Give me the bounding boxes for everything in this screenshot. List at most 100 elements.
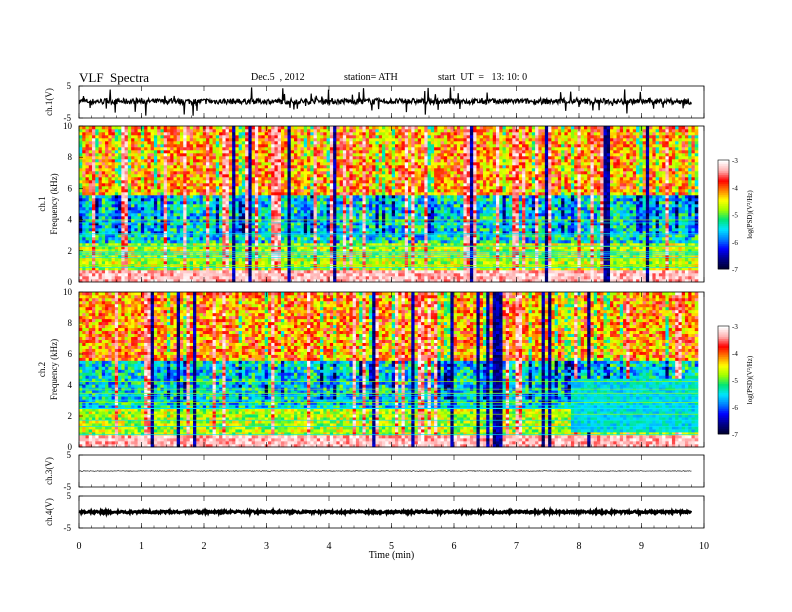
ch1-spectrogram-cell — [212, 171, 217, 175]
ch1-spectrogram-cell — [245, 267, 249, 271]
ch1-spectrogram-cell — [140, 141, 145, 145]
ch1-spectrogram-cell — [98, 177, 103, 181]
ch1-spectrogram-cell — [98, 195, 103, 199]
ch1-spectrogram-cell — [238, 270, 243, 274]
ch1-spectrogram-cell — [284, 186, 288, 190]
ch1-spectrogram-cell — [277, 183, 282, 187]
ch1-spectrogram-cell — [254, 249, 259, 253]
ch1-spectrogram-cell — [127, 219, 132, 223]
ch1-spectrogram-cell — [225, 273, 230, 277]
ch1-spectrogram-cell — [375, 279, 380, 283]
ch1-spectrogram-cell — [261, 261, 265, 265]
ch1-spectrogram-cell — [300, 150, 305, 154]
ch1-spectrogram-cell — [95, 267, 99, 271]
ch1-spectrogram-cell — [82, 180, 86, 184]
ch1-spectrogram-cell — [186, 144, 191, 148]
ch1-spectrogram-cell — [362, 147, 366, 151]
ch1-spectrogram-cell — [261, 213, 265, 217]
ch1-spectrogram-cell — [326, 210, 331, 214]
ch1-spectrogram-cell — [157, 138, 161, 142]
ch1-spectrogram-cell — [297, 228, 301, 232]
ch1-spectrogram-cell — [131, 276, 135, 280]
ch1-spectrogram-cell — [300, 156, 305, 160]
ch1-spectrogram-cell — [388, 276, 393, 280]
ch1-spectrogram-cell — [124, 210, 129, 214]
ch1-spectrogram-cell — [225, 198, 230, 202]
ch1-spectrogram-cell — [114, 153, 119, 157]
ch1-spectrogram-cell — [131, 180, 135, 184]
ch1-spectrogram-cell — [147, 141, 151, 145]
ch1-spectrogram-cell — [381, 204, 386, 208]
ch1-spectrogram-cell — [241, 267, 246, 271]
ch1-spectrogram-cell — [333, 198, 337, 202]
ch1-spectrogram-cell — [261, 228, 265, 232]
ch1-spectrogram-cell — [294, 165, 298, 169]
ch1-spectrogram-cell — [248, 165, 252, 169]
ch1-spectrogram-cell — [320, 201, 324, 205]
ch1-spectrogram-cell — [160, 237, 165, 241]
ch1-spectrogram-cell — [235, 138, 239, 142]
ch1-spectrogram-cell — [362, 210, 366, 214]
ch1-spectrogram-cell — [163, 246, 168, 250]
ch1-spectrogram-cell — [160, 180, 165, 184]
ch1-spectrogram-cell — [277, 270, 282, 274]
ch1-spectrogram-cell — [176, 168, 181, 172]
ch1-spectrogram-cell — [333, 261, 337, 265]
ch1-spectrogram-cell — [232, 159, 236, 163]
ch1-spectrogram-cell — [219, 135, 223, 139]
ch1-spectrogram-cell — [320, 198, 324, 202]
ch1-spectrogram-cell — [320, 207, 324, 211]
ch1-spectrogram-cell — [349, 147, 353, 151]
ch1-spectrogram-cell — [248, 177, 252, 181]
ch1-spectrogram-cell — [85, 165, 90, 169]
ch1-spectrogram-cell — [378, 174, 383, 178]
ch1-spectrogram-cell — [271, 261, 275, 265]
ch1-spectrogram-cell — [79, 153, 83, 157]
ch1-spectrogram-cell — [127, 249, 132, 253]
ch1-spectrogram-cell — [342, 210, 347, 214]
ch1-spectrogram-cell — [339, 222, 344, 226]
ch1-spectrogram-cell — [235, 201, 239, 205]
ch1-spectrogram-cell — [294, 195, 298, 199]
ch1-spectrogram-cell — [355, 165, 360, 169]
ch1-spectrogram-cell — [316, 267, 321, 271]
ch1-spectrogram-cell — [124, 219, 129, 223]
ch1-spectrogram-cell — [323, 150, 327, 154]
ch1-spectrogram-cell — [183, 276, 187, 280]
ch1-spectrogram-cell — [206, 168, 210, 172]
ch1-spectrogram-cell — [238, 144, 243, 148]
ch1-spectrogram-cell — [140, 162, 145, 166]
ch1-spectrogram-cell — [329, 174, 334, 178]
ch1-spectrogram-cell — [261, 135, 265, 139]
ch1-spectrogram-cell — [342, 228, 347, 232]
ch1-spectrogram-cell — [79, 162, 83, 166]
ch1-spectrogram-cell — [235, 204, 239, 208]
ch1-spectrogram-cell — [137, 156, 142, 160]
ch1-spectrogram-cell — [372, 225, 376, 229]
ch1-spectrogram-cell — [183, 138, 187, 142]
ch1-spectrogram-cell — [212, 279, 217, 283]
ch1-spectrogram-cell — [95, 162, 99, 166]
ch1-spectrogram-cell — [323, 276, 327, 280]
ch1-spectrogram-cell — [170, 252, 174, 256]
ch1-spectrogram-cell — [313, 180, 318, 184]
ch1-spectrogram-cell — [82, 186, 86, 190]
ch1-spectrogram-cell — [372, 273, 376, 277]
ch1-spectrogram-cell — [212, 261, 217, 265]
ch1-spectrogram-cell — [297, 129, 301, 133]
ch1-spectrogram-cell — [121, 261, 125, 265]
ch1-spectrogram-cell — [316, 231, 321, 235]
ch1-spectrogram-cell — [222, 132, 226, 136]
ch1-spectrogram-cell — [163, 273, 168, 277]
ch1-spectrogram-cell — [378, 222, 383, 226]
ch1-spectrogram-cell — [323, 195, 327, 199]
ch1-spectrogram-cell — [82, 249, 86, 253]
ch1-spectrogram-cell — [186, 177, 191, 181]
ch1-spectrogram-cell — [206, 276, 210, 280]
ch1-spectrogram-cell — [342, 246, 347, 250]
ch1-spectrogram-cell — [326, 222, 331, 226]
ch1-spectrogram-cell — [336, 234, 340, 238]
ch1-spectrogram-cell — [254, 267, 259, 271]
ch1-spectrogram-cell — [170, 243, 174, 247]
ch1-spectrogram-cell — [189, 198, 194, 202]
